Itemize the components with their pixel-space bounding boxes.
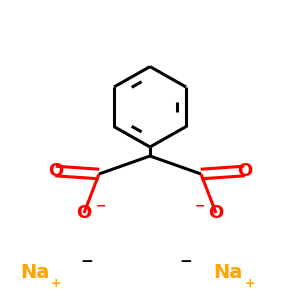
Text: Na: Na — [213, 263, 243, 283]
Text: +: + — [51, 277, 62, 290]
Text: −: − — [180, 254, 192, 269]
Text: −: − — [194, 199, 205, 212]
Text: O: O — [208, 204, 224, 222]
Text: O: O — [48, 162, 63, 180]
Text: O: O — [237, 162, 252, 180]
Text: O: O — [76, 204, 92, 222]
Text: Na: Na — [20, 263, 49, 283]
Text: −: − — [81, 254, 93, 269]
Text: −: − — [95, 199, 106, 212]
Text: +: + — [244, 277, 255, 290]
